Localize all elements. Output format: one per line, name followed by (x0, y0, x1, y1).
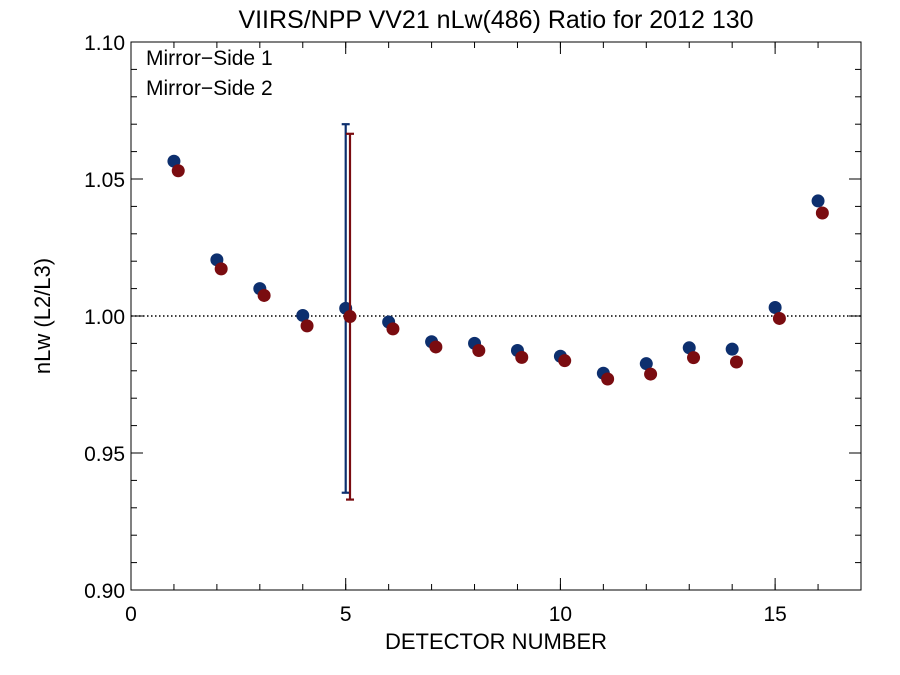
legend-entry-mirror-side-1: Mirror−Side 1 (146, 47, 273, 70)
data-point-series-2 (429, 340, 442, 353)
data-point-series-1 (726, 343, 739, 356)
data-point-series-2 (558, 354, 571, 367)
data-point-series-2 (386, 322, 399, 335)
data-point-series-2 (515, 351, 528, 364)
x-tick-label: 10 (549, 603, 572, 626)
data-point-series-2 (730, 356, 743, 369)
chart-title: VIIRS/NPP VV21 nLw(486) Ratio for 2012 1… (238, 6, 753, 34)
x-tick-label: 0 (125, 603, 137, 626)
x-tick-label: 5 (340, 603, 352, 626)
data-point-series-2 (472, 344, 485, 357)
y-tick-label: 0.90 (84, 580, 125, 603)
data-point-series-2 (816, 206, 829, 219)
plot-area (131, 42, 861, 590)
y-tick-label: 1.05 (84, 169, 125, 192)
chart: VIIRS/NPP VV21 nLw(486) Ratio for 2012 1… (0, 0, 900, 675)
x-tick-label: 15 (763, 603, 786, 626)
data-point-series-2 (601, 373, 614, 386)
data-point-series-1 (812, 194, 825, 207)
data-point-series-2 (344, 310, 357, 323)
legend: Mirror−Side 1 Mirror−Side 2 (146, 47, 273, 100)
y-axis-label: nLw (L2/L3) (30, 258, 55, 374)
data-point-series-2 (172, 164, 185, 177)
data-point-series-2 (644, 368, 657, 381)
data-point-series-2 (301, 319, 314, 332)
x-axis-label: DETECTOR NUMBER (385, 629, 607, 654)
legend-entry-mirror-side-2: Mirror−Side 2 (146, 77, 273, 100)
data-point-series-2 (773, 312, 786, 325)
y-tick-label: 1.00 (84, 306, 125, 329)
y-tick-label: 0.95 (84, 443, 125, 466)
data-point-series-2 (215, 262, 228, 275)
y-tick-label: 1.10 (84, 32, 125, 55)
data-point-series-2 (687, 351, 700, 364)
data-point-series-2 (258, 289, 271, 302)
